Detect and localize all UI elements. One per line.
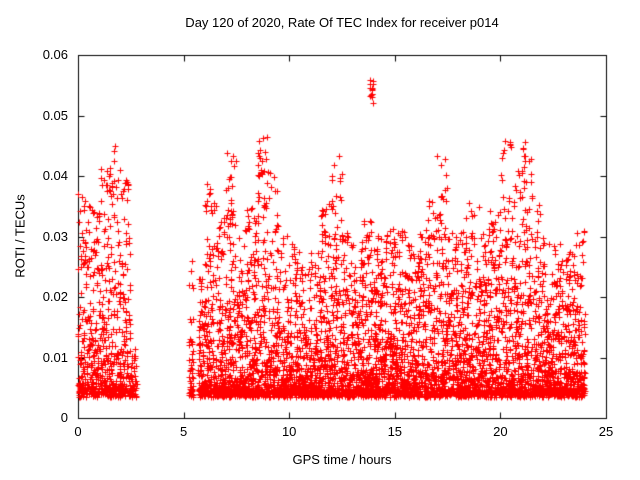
y-tick-label: 0.06 (42, 47, 68, 62)
x-tick-label: 25 (598, 424, 614, 439)
x-tick-label: 10 (281, 424, 297, 439)
y-tick-label: 0.01 (42, 349, 68, 365)
x-tick-label: 5 (179, 424, 188, 439)
chart-title: Day 120 of 2020, Rate Of TEC Index for r… (185, 15, 499, 30)
y-tick-label: 0.04 (42, 168, 68, 183)
y-tick-label: 0.05 (42, 107, 68, 123)
x-tick-label: 15 (387, 424, 403, 439)
x-axis-label: GPS time / hours (292, 452, 392, 467)
y-tick-label: 0.03 (42, 228, 68, 244)
x-tick-label: 0 (74, 424, 82, 439)
y-tick-label: 0.02 (42, 289, 68, 304)
x-tick-label: 20 (493, 424, 508, 439)
y-tick-label: 0 (60, 410, 68, 425)
